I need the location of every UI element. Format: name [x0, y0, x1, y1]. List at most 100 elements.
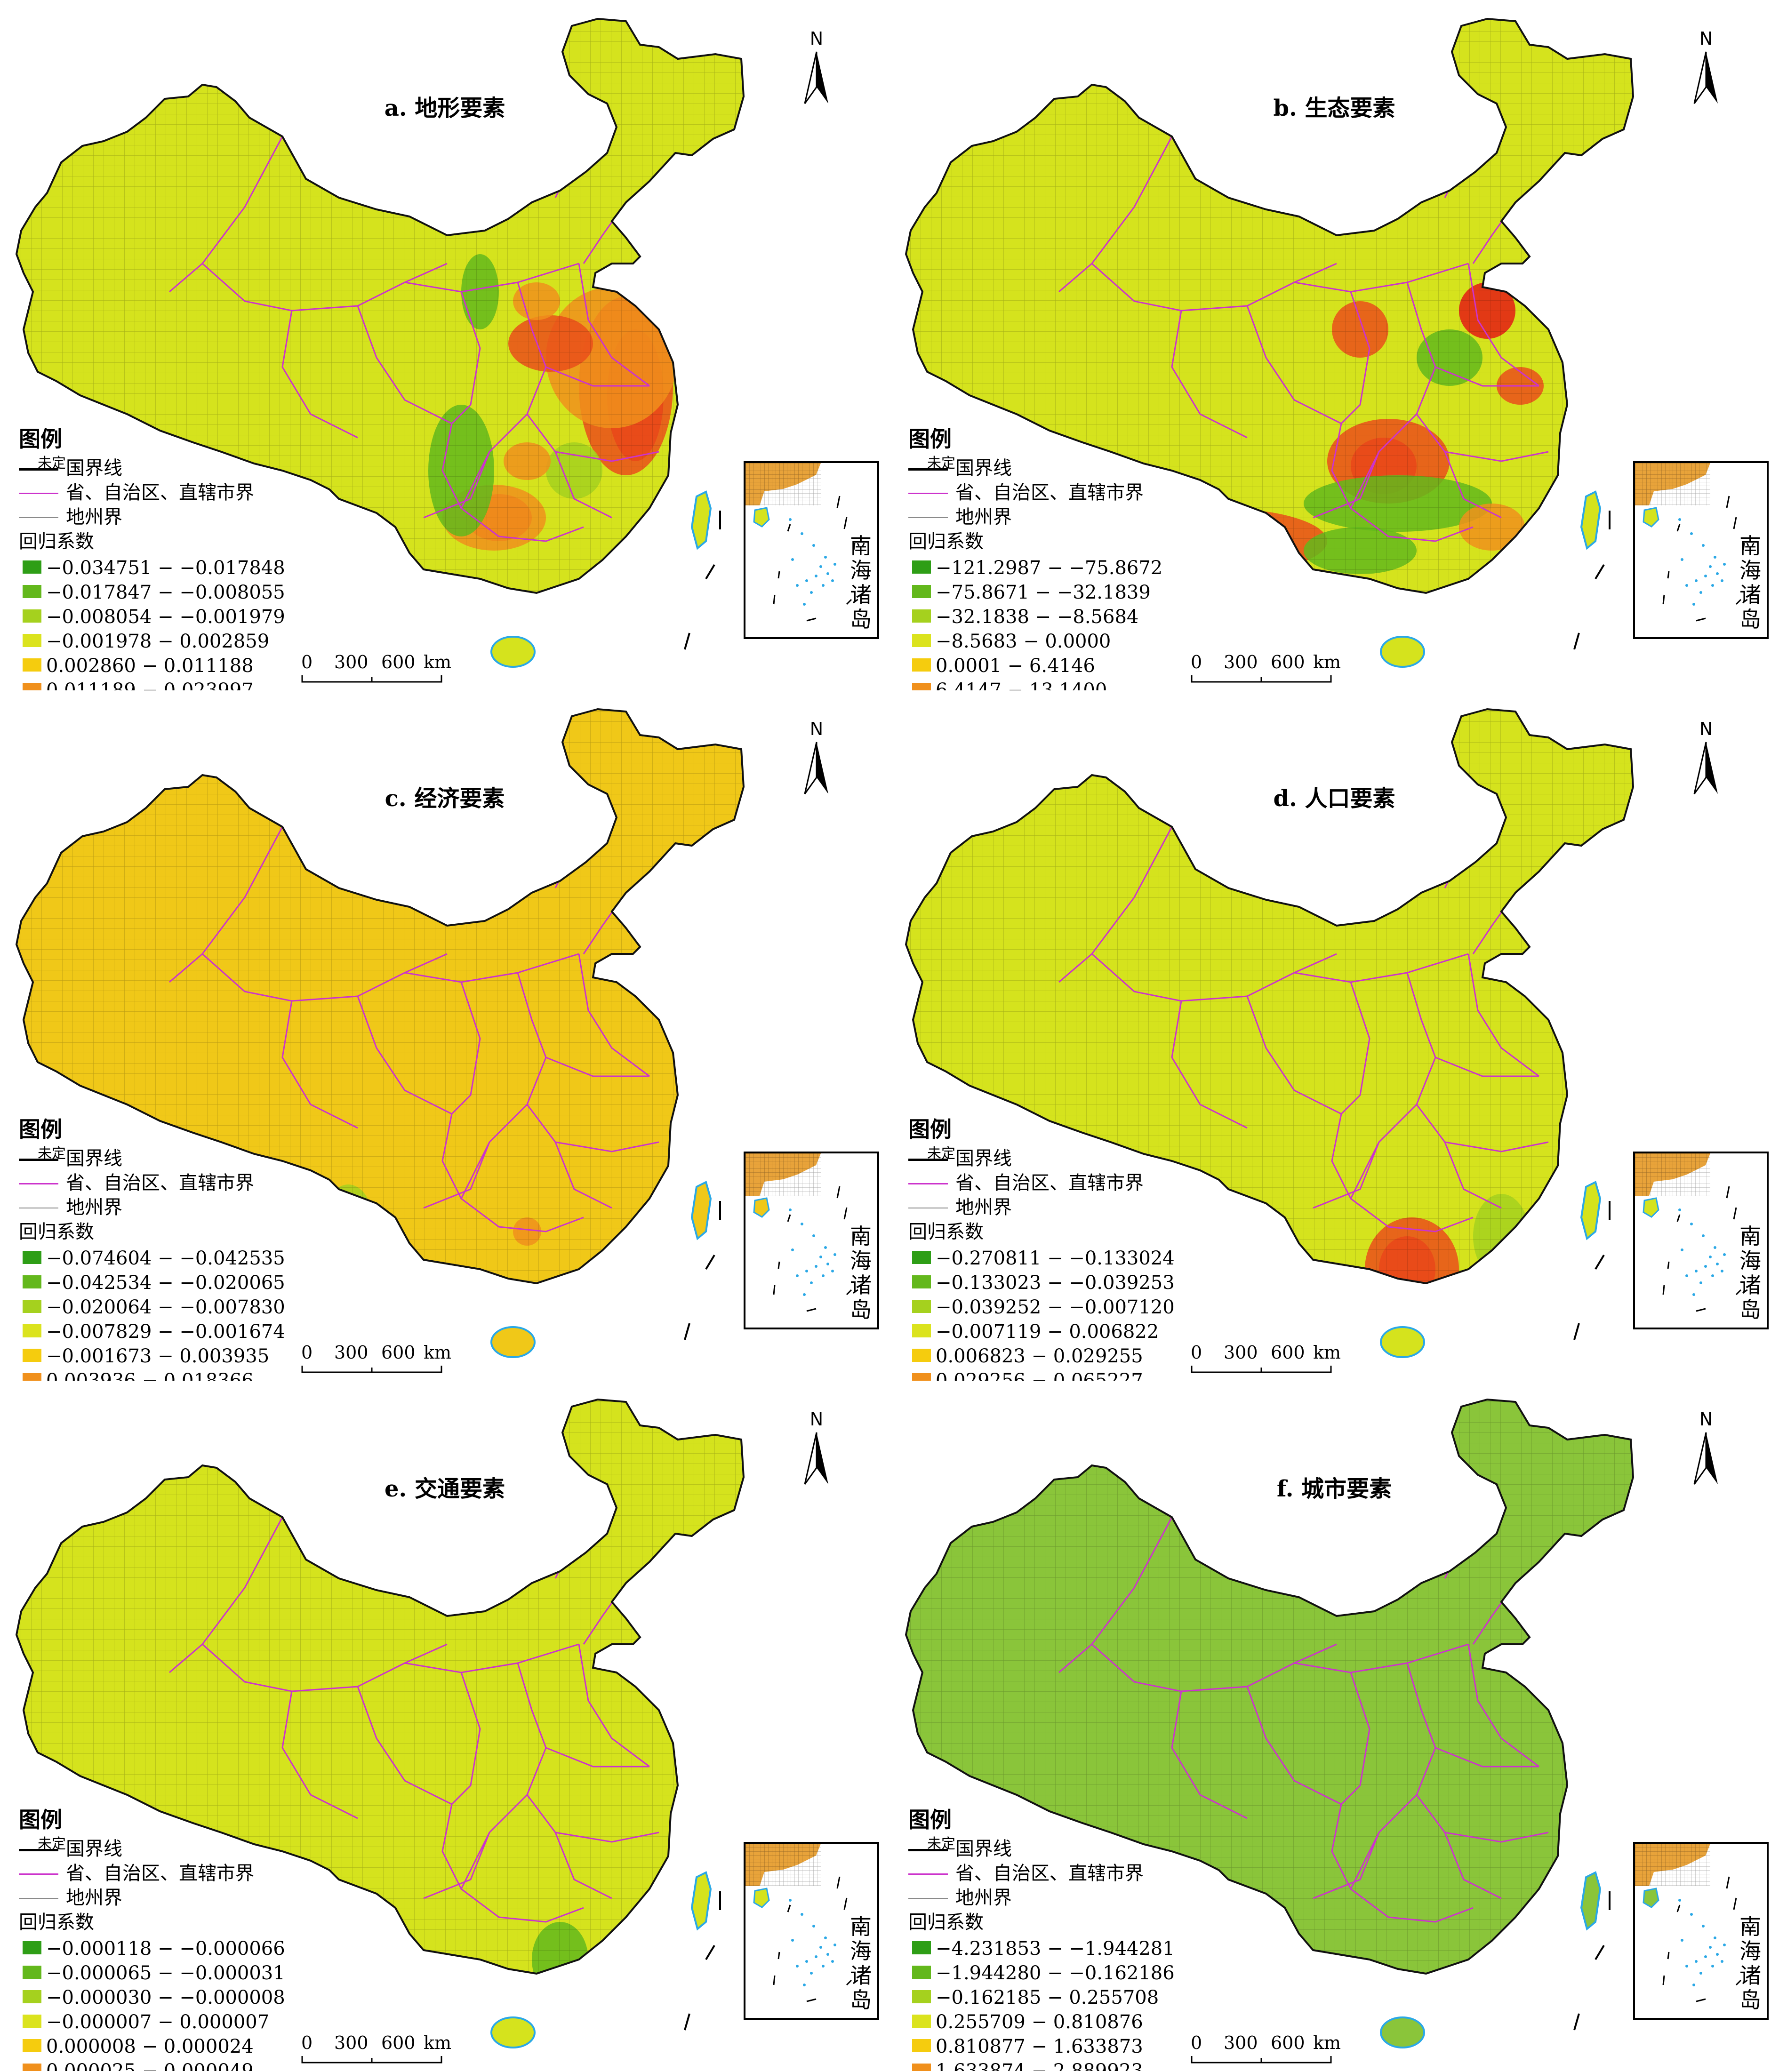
legend-class: 0.255709 − 0.810876: [908, 2009, 1266, 2033]
legend-class: −0.000118 − −0.000066: [19, 1936, 377, 1960]
legend-class-label: 0.255709 − 0.810876: [936, 2011, 1143, 2033]
south-china-sea-inset: 南海诸岛: [1633, 1842, 1769, 2020]
taiwan-island: [690, 490, 712, 550]
north-arrow: N: [1693, 28, 1718, 104]
scale-label: 600: [381, 1342, 416, 1363]
scale-label: 600: [1271, 2032, 1305, 2053]
hainan-island: [1380, 2016, 1425, 2048]
taiwan-island: [1580, 1181, 1602, 1240]
scale-label: km: [1313, 652, 1341, 672]
legend-class-label: 0.0001 − 6.4146: [936, 655, 1095, 677]
scale-bar: 0 300 600 km: [1191, 2032, 1346, 2070]
legend-swatch: [912, 1275, 931, 1288]
scale-label: 0: [1191, 652, 1202, 672]
scale-label: 300: [334, 2032, 369, 2053]
panel-title: a. 地形要素: [384, 95, 505, 121]
legend-class-label: −0.001673 − 0.003935: [46, 1345, 270, 1367]
legend-class-label: −0.000007 − 0.000007: [46, 2011, 270, 2033]
legend-swatch: [912, 1349, 931, 1362]
svg-text:N: N: [1699, 1409, 1713, 1430]
scale-label: km: [424, 652, 452, 672]
legend-coef-heading: 回归系数: [19, 1221, 94, 1243]
legend-class-label: 6.4147 − 13.1400: [936, 680, 1107, 690]
scale-bar: 0 300 600 km: [1191, 652, 1346, 689]
coast-dashes: [1573, 1891, 1611, 2031]
legend-class-label: −0.133023 − −0.039253: [936, 1272, 1175, 1294]
inset-label: 南海诸岛: [850, 533, 872, 632]
inset-label: 南海诸岛: [1739, 533, 1761, 632]
legend-class: −0.000065 − −0.000031: [19, 1960, 377, 1984]
coast-dashes: [1573, 1201, 1611, 1340]
legend-prefecture-border: 地州界: [908, 1194, 1266, 1219]
scale-label: 600: [381, 652, 416, 672]
south-china-sea-inset: 南海诸岛: [744, 1152, 879, 1329]
scale-label: km: [424, 1342, 452, 1363]
legend-class: −0.039252 − −0.007120: [908, 1294, 1266, 1319]
scale-label: km: [424, 2032, 452, 2053]
legend-provincial-border: 省、自治区、直辖市界: [19, 1170, 377, 1194]
legend-prefecture-border: 地州界: [19, 1194, 377, 1219]
legend-class-label: 0.002860 − 0.011188: [46, 655, 254, 677]
legend-national-border: 未定 国界线: [908, 1145, 1266, 1170]
legend-class: 0.011189 − 0.023997: [19, 677, 377, 690]
legend-swatch: [912, 658, 931, 672]
legend-class: −0.042534 − −0.020065: [19, 1270, 377, 1294]
legend-swatch: [23, 2039, 41, 2052]
legend-swatch: [23, 1373, 41, 1381]
legend-class: 0.006823 − 0.029255: [908, 1343, 1266, 1368]
svg-text:N: N: [810, 719, 823, 739]
legend-swatch: [23, 2064, 41, 2071]
legend-coef-heading: 回归系数: [908, 531, 984, 552]
legend-swatch: [912, 1300, 931, 1313]
legend-class: 1.633874 − 2.889923: [908, 2058, 1266, 2071]
legend-undetermined: 未定: [927, 1145, 955, 1162]
legend-undetermined: 未定: [38, 1145, 66, 1162]
legend-title: 图例: [908, 1117, 952, 1142]
legend-class: −0.133023 − −0.039253: [908, 1270, 1266, 1294]
legend-class: −0.017847 − −0.008055: [19, 579, 377, 604]
legend-swatch: [912, 1990, 931, 2003]
taiwan-island: [1580, 490, 1602, 550]
legend-title: 图例: [19, 426, 62, 452]
inset-map: [745, 463, 856, 622]
svg-text:N: N: [810, 1409, 823, 1430]
legend-class: −4.231853 − −1.944281: [908, 1936, 1266, 1960]
inset-map: [1635, 463, 1745, 622]
legend-coef-heading: 回归系数: [19, 531, 94, 552]
legend-class: 0.002860 − 0.011188: [19, 653, 377, 677]
legend-provincial-border: 省、自治区、直辖市界: [19, 1860, 377, 1885]
legend-class-label: −0.162185 − 0.255708: [936, 1987, 1159, 2008]
scale-label: 300: [1224, 1342, 1258, 1363]
national-border: [15, 708, 745, 1285]
svg-text:N: N: [1699, 719, 1713, 739]
legend-provincial-border: 省、自治区、直辖市界: [19, 480, 377, 504]
coef-region: [1610, 2011, 1666, 2068]
legend-class-label: 0.029256 − 0.065227: [936, 1370, 1143, 1381]
legend-class-label: −0.007119 − 0.006822: [936, 1321, 1159, 1343]
inset-map: [1635, 1844, 1745, 2002]
panel-title: d. 人口要素: [1273, 785, 1395, 812]
legend-swatch: [912, 585, 931, 598]
legend-national-border: 未定 国界线: [908, 455, 1266, 480]
legend-swatch: [912, 2015, 931, 2028]
legend-class-label: −0.042534 − −0.020065: [46, 1272, 285, 1294]
legend-swatch: [23, 1275, 41, 1288]
legend-national-border: 未定 国界线: [908, 1836, 1266, 1860]
legend-swatch: [23, 1324, 41, 1337]
national-border: [905, 17, 1635, 594]
legend-class-label: −0.007829 − −0.001674: [46, 1321, 285, 1343]
legend-swatch: [23, 634, 41, 647]
legend-class: −0.007829 − −0.001674: [19, 1319, 377, 1343]
scale-label: 600: [1271, 652, 1305, 672]
panel-title: f. 城市要素: [1276, 1476, 1392, 1502]
north-arrow: N: [804, 1409, 828, 1485]
inset-label: 南海诸岛: [1739, 1914, 1761, 2013]
china-map: [905, 17, 1635, 668]
hainan-island: [1380, 1326, 1425, 1358]
legend-swatch: [912, 1251, 931, 1264]
china-map: [15, 17, 745, 668]
coef-region: [1558, 1978, 1614, 2025]
map-legend: 图例 未定 国界线 省、自治区、直辖市界 地州界 回归系数 −4.231853 …: [908, 1807, 1266, 2071]
legend-class-label: −8.5683 − 0.0000: [936, 631, 1111, 652]
legend-undetermined: 未定: [38, 1836, 66, 1852]
